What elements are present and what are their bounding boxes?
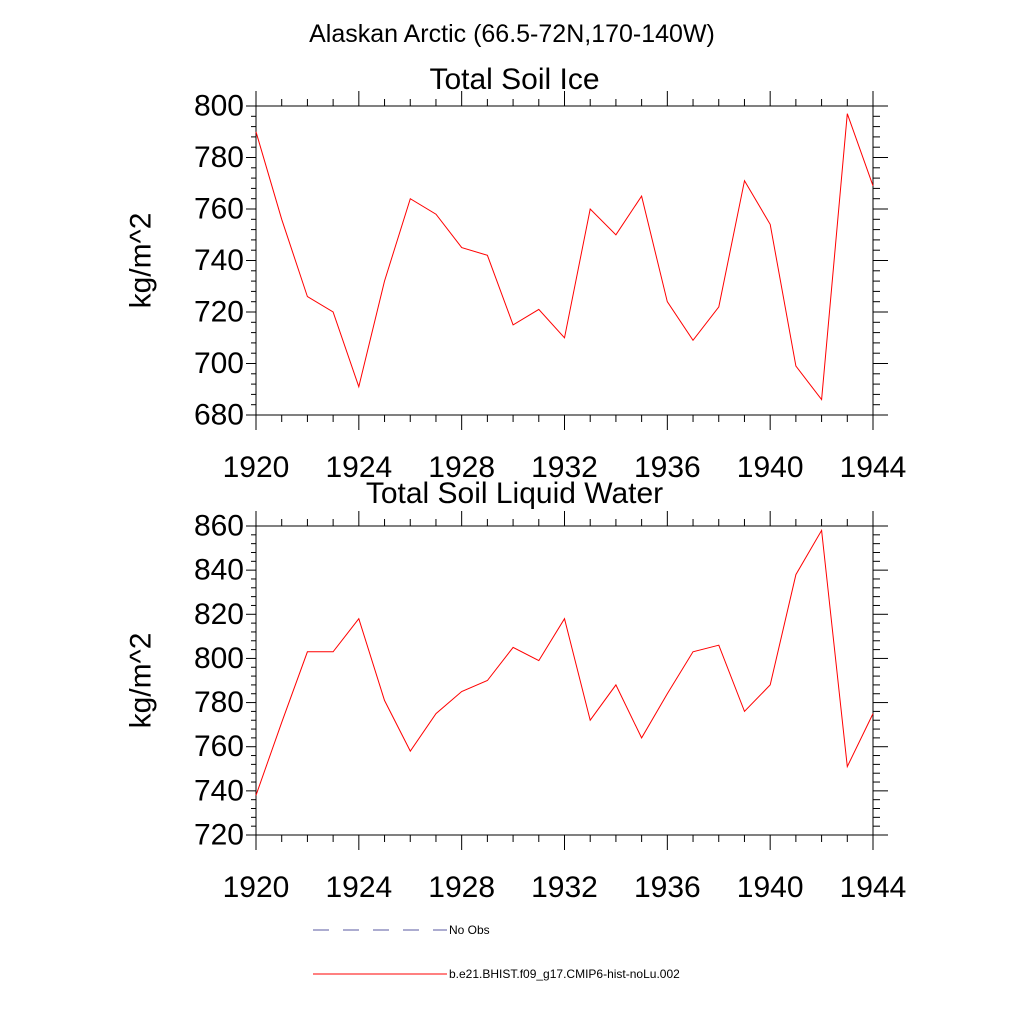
panel-total-soil-liquid-water: Total Soil Liquid Water kg/m^2 720 740 760… [125, 477, 907, 904]
x-tick-label: 1936 [634, 871, 701, 904]
panel-title: Total Soil Liquid Water [366, 477, 663, 510]
legend-label: b.e21.BHIST.f09_g17.CMIP6-hist-noLu.002 [449, 967, 680, 981]
y-tick-label: 720 [194, 296, 244, 329]
plot-frame [255, 105, 874, 416]
y-tick-label: 820 [194, 598, 244, 631]
y-tick-label: 800 [194, 642, 244, 675]
panel-title: Total Soil Ice [429, 63, 599, 96]
legend-item-no-obs: No Obs [313, 923, 490, 937]
y-tick-label: 760 [194, 730, 244, 763]
x-tick-label: 1924 [325, 451, 392, 484]
x-tick-label: 1940 [737, 451, 804, 484]
plot-frame [255, 525, 874, 836]
y-tick-label: 800 [194, 90, 244, 123]
y-tick-label: 740 [194, 244, 244, 277]
y-tick-label: 740 [194, 774, 244, 807]
y-tick-label: 680 [194, 399, 244, 432]
y-axis-label: kg/m^2 [125, 213, 158, 309]
x-tick-label: 1924 [325, 871, 392, 904]
panel-total-soil-ice: Total Soil Ice kg/m^2 680 700 720 740 760 780… [125, 63, 907, 484]
x-tick-label: 1920 [223, 451, 290, 484]
y-tick-label: 780 [194, 141, 244, 174]
y-tick-label: 860 [194, 510, 244, 543]
legend-label: No Obs [449, 923, 490, 937]
y-tick-label: 720 [194, 819, 244, 852]
x-tick-label: 1920 [223, 871, 290, 904]
y-tick-label: 760 [194, 193, 244, 226]
x-tick-label: 1928 [428, 451, 495, 484]
y-tick-label: 840 [194, 554, 244, 587]
legend: No Obs b.e21.BHIST.f09_g17.CMIP6-hist-no… [313, 923, 680, 981]
y-tick-label: 780 [194, 686, 244, 719]
x-tick-label: 1944 [840, 871, 907, 904]
y-axis-label: kg/m^2 [125, 633, 158, 729]
x-tick-label: 1932 [531, 871, 598, 904]
figure-title: Alaskan Arctic (66.5-72N,170-140W) [309, 20, 715, 48]
x-tick-label: 1932 [531, 451, 598, 484]
x-tick-label: 1928 [428, 871, 495, 904]
series-line [255, 528, 874, 796]
x-tick-label: 1940 [737, 871, 804, 904]
y-tick-label: 700 [194, 347, 244, 380]
legend-item-model-run: b.e21.BHIST.f09_g17.CMIP6-hist-noLu.002 [313, 967, 680, 981]
series-line [255, 113, 874, 401]
x-tick-label: 1944 [840, 451, 907, 484]
x-tick-label: 1936 [634, 451, 701, 484]
